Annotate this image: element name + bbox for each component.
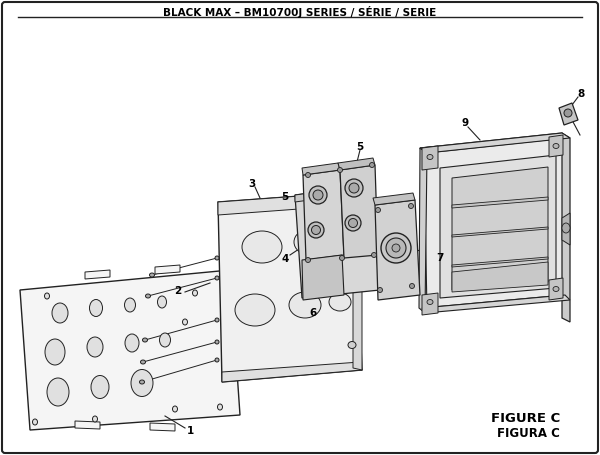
- Ellipse shape: [289, 292, 321, 318]
- Ellipse shape: [553, 143, 559, 148]
- Ellipse shape: [345, 215, 361, 231]
- Ellipse shape: [160, 333, 170, 347]
- Polygon shape: [218, 192, 362, 382]
- Ellipse shape: [125, 334, 139, 352]
- Polygon shape: [452, 262, 548, 292]
- Text: 1: 1: [187, 426, 194, 436]
- Ellipse shape: [305, 258, 311, 263]
- Ellipse shape: [305, 172, 311, 177]
- Polygon shape: [295, 185, 380, 298]
- Text: 9: 9: [461, 118, 469, 128]
- Ellipse shape: [125, 298, 136, 312]
- Polygon shape: [422, 293, 438, 315]
- Polygon shape: [155, 265, 180, 274]
- Polygon shape: [423, 138, 565, 308]
- Ellipse shape: [564, 109, 572, 117]
- Ellipse shape: [242, 231, 282, 263]
- Ellipse shape: [311, 226, 320, 234]
- Ellipse shape: [215, 318, 219, 322]
- Ellipse shape: [44, 293, 49, 299]
- Ellipse shape: [193, 290, 197, 296]
- Ellipse shape: [345, 179, 363, 197]
- Ellipse shape: [370, 162, 374, 167]
- Polygon shape: [422, 146, 438, 170]
- Ellipse shape: [427, 155, 433, 160]
- Polygon shape: [420, 133, 565, 160]
- Polygon shape: [452, 167, 548, 290]
- Ellipse shape: [173, 406, 178, 412]
- Ellipse shape: [149, 273, 155, 277]
- Ellipse shape: [348, 342, 356, 349]
- Text: 8: 8: [577, 89, 584, 99]
- Polygon shape: [549, 135, 563, 157]
- Ellipse shape: [329, 293, 351, 311]
- Polygon shape: [222, 362, 362, 382]
- Ellipse shape: [349, 218, 358, 228]
- Ellipse shape: [45, 339, 65, 365]
- Ellipse shape: [235, 294, 275, 326]
- Ellipse shape: [349, 183, 359, 193]
- Ellipse shape: [157, 296, 167, 308]
- Polygon shape: [338, 158, 375, 170]
- Text: BLACK MAX – BM10700J SERIES / SÉRIE / SERIE: BLACK MAX – BM10700J SERIES / SÉRIE / SE…: [163, 6, 437, 18]
- Polygon shape: [559, 103, 578, 125]
- Ellipse shape: [409, 203, 413, 208]
- Polygon shape: [562, 133, 570, 322]
- Polygon shape: [85, 270, 110, 279]
- Polygon shape: [419, 148, 427, 313]
- Text: 6: 6: [310, 308, 317, 318]
- Polygon shape: [218, 192, 355, 215]
- Polygon shape: [295, 185, 370, 202]
- Ellipse shape: [377, 288, 383, 293]
- Polygon shape: [302, 255, 344, 300]
- Ellipse shape: [381, 233, 411, 263]
- Ellipse shape: [215, 340, 219, 344]
- Text: FIGURA C: FIGURA C: [497, 427, 560, 440]
- Ellipse shape: [376, 207, 380, 212]
- Ellipse shape: [47, 378, 69, 406]
- Ellipse shape: [52, 303, 68, 323]
- Polygon shape: [549, 278, 563, 300]
- Polygon shape: [420, 133, 570, 153]
- Polygon shape: [302, 163, 340, 175]
- Ellipse shape: [427, 299, 433, 304]
- Text: 3: 3: [248, 179, 256, 189]
- Ellipse shape: [215, 256, 219, 260]
- Ellipse shape: [146, 294, 151, 298]
- Ellipse shape: [309, 186, 327, 204]
- Polygon shape: [373, 193, 415, 205]
- Text: 2: 2: [175, 286, 182, 296]
- Polygon shape: [452, 257, 548, 267]
- Ellipse shape: [340, 256, 344, 261]
- Polygon shape: [353, 200, 362, 370]
- Ellipse shape: [331, 230, 353, 248]
- Polygon shape: [20, 270, 240, 430]
- Ellipse shape: [386, 238, 406, 258]
- Ellipse shape: [308, 222, 324, 238]
- Ellipse shape: [562, 223, 570, 233]
- Ellipse shape: [553, 287, 559, 292]
- Ellipse shape: [89, 299, 103, 317]
- Ellipse shape: [87, 337, 103, 357]
- Ellipse shape: [91, 375, 109, 399]
- Polygon shape: [375, 200, 420, 300]
- Ellipse shape: [92, 416, 97, 422]
- Polygon shape: [150, 423, 175, 431]
- Polygon shape: [452, 197, 548, 208]
- Polygon shape: [75, 421, 100, 429]
- Ellipse shape: [143, 338, 148, 342]
- Ellipse shape: [139, 380, 145, 384]
- Text: 7: 7: [436, 253, 443, 263]
- Ellipse shape: [409, 283, 415, 288]
- Ellipse shape: [392, 244, 400, 252]
- Text: 4: 4: [281, 254, 289, 264]
- Ellipse shape: [131, 369, 153, 396]
- Polygon shape: [422, 160, 427, 310]
- Ellipse shape: [215, 358, 219, 362]
- Ellipse shape: [337, 167, 343, 172]
- Polygon shape: [340, 165, 378, 258]
- Ellipse shape: [313, 190, 323, 200]
- Ellipse shape: [371, 253, 377, 258]
- Ellipse shape: [218, 404, 223, 410]
